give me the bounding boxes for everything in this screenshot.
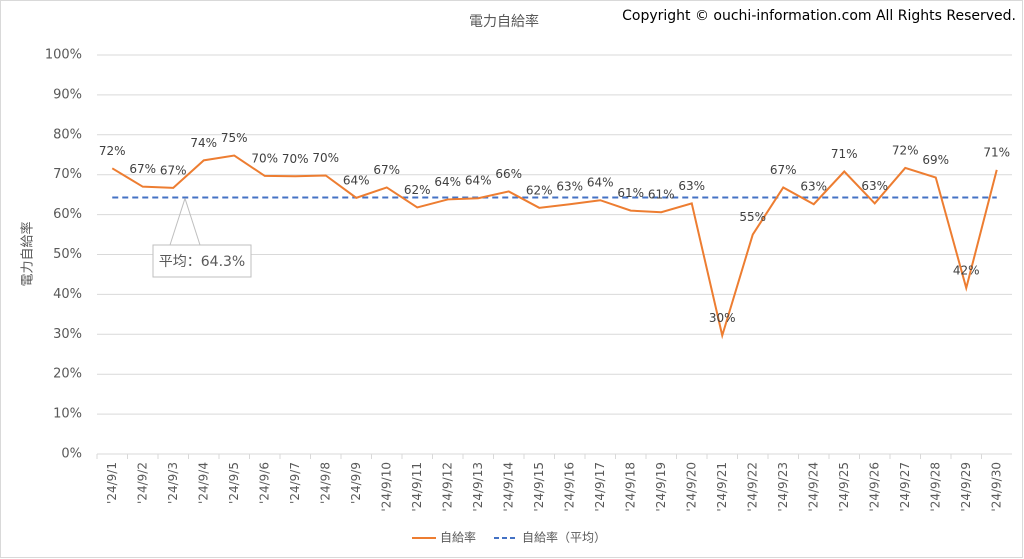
data-label: 70%	[251, 151, 278, 165]
x-tick-label: '24/9/9	[349, 462, 363, 504]
data-label: 70%	[282, 152, 309, 166]
data-label: 55%	[739, 210, 766, 224]
x-tick-label: '24/9/10	[379, 462, 393, 512]
x-tick-label: '24/9/13	[471, 462, 485, 512]
data-label: 72%	[99, 144, 126, 158]
data-label: 67%	[770, 163, 797, 177]
x-tick-label: '24/9/6	[257, 462, 271, 504]
y-tick-label: 50%	[53, 247, 82, 262]
data-label: 64%	[434, 175, 461, 189]
data-label: 67%	[373, 163, 400, 177]
data-label: 42%	[953, 264, 980, 278]
x-tick-label: '24/9/19	[654, 462, 668, 512]
y-axis-label: 電力自給率	[20, 221, 36, 286]
data-label: 62%	[526, 183, 553, 197]
x-tick-label: '24/9/25	[837, 462, 851, 512]
data-label: 74%	[190, 136, 217, 150]
x-tick-label: '24/9/21	[715, 462, 729, 512]
y-tick-label: 40%	[53, 287, 82, 302]
x-tick-label: '24/9/7	[288, 462, 302, 504]
y-tick-label: 60%	[53, 207, 82, 222]
data-label: 63%	[556, 180, 583, 194]
legend-label: 自給率（平均）	[522, 530, 606, 545]
data-label: 69%	[922, 153, 949, 167]
data-label: 64%	[465, 174, 492, 188]
x-tick-label: '24/9/28	[928, 462, 942, 512]
y-tick-label: 0%	[61, 447, 82, 462]
x-tick-label: '24/9/30	[989, 462, 1003, 512]
callout-leader	[184, 198, 201, 246]
data-label: 71%	[831, 147, 858, 161]
y-tick-label: 10%	[53, 407, 82, 422]
legend-label: 自給率	[440, 530, 476, 545]
y-tick-label: 30%	[53, 327, 82, 342]
data-label: 64%	[343, 173, 370, 187]
series-line	[111, 154, 998, 340]
average-label: 平均：64.3%	[159, 254, 245, 270]
x-tick-label: '24/9/5	[227, 462, 241, 504]
data-label: 71%	[983, 145, 1010, 159]
data-label: 70%	[312, 151, 339, 165]
data-label: 66%	[495, 167, 522, 181]
y-tick-label: 100%	[45, 48, 82, 63]
x-tick-label: '24/9/14	[501, 462, 515, 512]
x-tick-label: '24/9/1	[105, 462, 119, 504]
x-tick-label: '24/9/4	[196, 462, 210, 504]
x-tick-label: '24/9/16	[562, 462, 576, 512]
data-label: 63%	[678, 179, 705, 193]
y-tick-label: 80%	[53, 127, 82, 142]
x-tick-label: '24/9/3	[166, 462, 180, 504]
x-tick-label: '24/9/17	[593, 462, 607, 512]
data-label: 62%	[404, 183, 431, 197]
x-tick-label: '24/9/8	[318, 462, 332, 504]
x-tick-label: '24/9/2	[135, 462, 149, 504]
data-label: 63%	[800, 180, 827, 194]
data-label: 63%	[861, 179, 888, 193]
y-tick-label: 20%	[53, 367, 82, 382]
x-tick-label: '24/9/11	[410, 462, 424, 512]
data-label: 75%	[221, 131, 248, 145]
callout-leader	[169, 198, 186, 246]
x-tick-label: '24/9/12	[440, 462, 454, 512]
callout-box	[152, 244, 252, 278]
x-tick-label: '24/9/26	[867, 462, 881, 512]
y-tick-label: 90%	[53, 87, 82, 102]
x-tick-label: '24/9/20	[684, 462, 698, 512]
x-tick-label: '24/9/22	[745, 462, 759, 512]
data-label: 30%	[709, 311, 736, 325]
data-label: 61%	[648, 188, 675, 202]
x-tick-label: '24/9/18	[623, 462, 637, 512]
data-label: 72%	[892, 143, 919, 157]
data-label: 67%	[160, 163, 187, 177]
y-tick-label: 70%	[53, 167, 82, 182]
x-tick-label: '24/9/24	[806, 462, 820, 512]
chart-title: 電力自給率	[469, 13, 539, 30]
x-tick-label: '24/9/27	[898, 462, 912, 512]
data-label: 61%	[617, 186, 644, 200]
x-tick-label: '24/9/15	[532, 462, 546, 512]
x-tick-label: '24/9/23	[776, 462, 790, 512]
data-label: 67%	[129, 162, 156, 176]
x-tick-label: '24/9/29	[959, 462, 973, 512]
data-label: 64%	[587, 176, 614, 190]
copyright: Copyright © ouchi-information.com All Ri…	[622, 8, 1016, 24]
